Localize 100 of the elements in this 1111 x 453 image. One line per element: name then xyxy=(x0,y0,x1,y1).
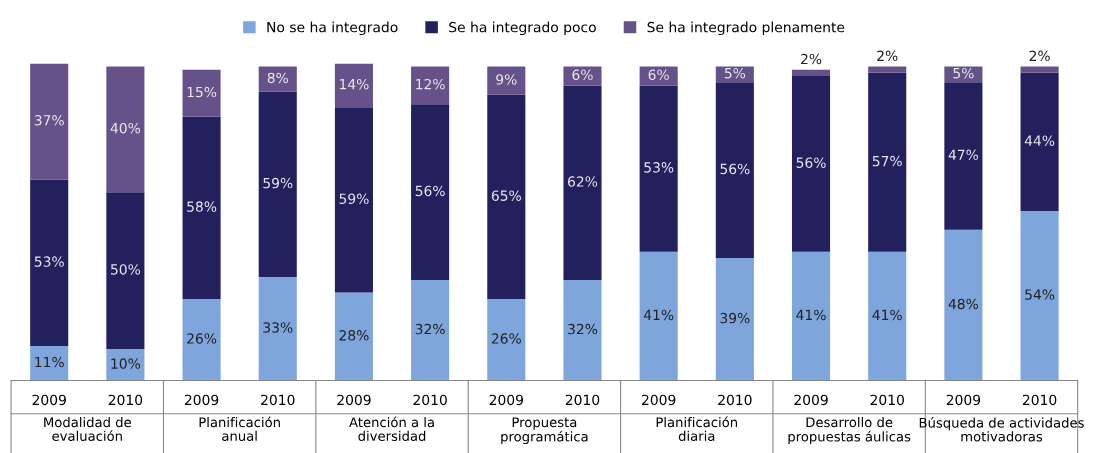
data-label: 26% xyxy=(491,333,521,344)
bar xyxy=(334,63,373,108)
data-label: 48% xyxy=(948,298,979,310)
bar xyxy=(487,298,526,381)
data-label: 41% xyxy=(872,309,902,321)
bar xyxy=(182,69,221,117)
bar xyxy=(791,75,831,252)
data-label: 41% xyxy=(643,309,674,321)
x-tick-label: 2010 xyxy=(413,394,447,406)
bar xyxy=(411,66,450,105)
bar xyxy=(411,104,450,281)
data-label: 53% xyxy=(34,256,64,267)
text: Propuesta programática xyxy=(501,417,588,445)
data-label: 6% xyxy=(572,69,593,81)
data-label: 9% xyxy=(496,74,517,85)
text: Atención a la diversidad xyxy=(349,416,434,441)
legend-label: No se ha integrado xyxy=(267,21,398,36)
bar xyxy=(30,179,69,346)
data-label: 57% xyxy=(872,155,902,167)
data-label: 56% xyxy=(796,157,826,168)
data-label: 32% xyxy=(568,323,598,335)
bar xyxy=(258,66,297,92)
bar xyxy=(106,66,145,193)
text: Planificación anual xyxy=(199,416,280,441)
data-label: 54% xyxy=(1025,289,1055,300)
bar xyxy=(487,66,526,95)
data-label: 59% xyxy=(263,177,293,189)
data-label: 2% xyxy=(801,53,822,65)
bar xyxy=(30,63,69,180)
x-tick-label: 2010 xyxy=(718,394,752,406)
bar xyxy=(563,85,602,281)
bar xyxy=(639,251,678,381)
bar xyxy=(106,349,145,381)
data-label: 58% xyxy=(187,201,217,212)
data-label: 50% xyxy=(111,264,141,275)
data-label: 59% xyxy=(339,193,369,205)
data-label: 44% xyxy=(1024,135,1055,146)
text: Modalidad de evaluación xyxy=(44,416,131,441)
data-label: 39% xyxy=(720,312,750,324)
bar xyxy=(1020,210,1059,381)
data-label: 5% xyxy=(953,67,974,79)
bar xyxy=(715,82,754,259)
bar xyxy=(106,192,145,350)
data-label: 6% xyxy=(648,69,669,81)
bar xyxy=(258,276,297,381)
x-tick-label: 2009 xyxy=(642,394,676,406)
data-label: 56% xyxy=(720,163,750,175)
x-tick-label: 2010 xyxy=(108,394,143,406)
bar xyxy=(334,107,373,293)
data-label: 11% xyxy=(35,356,64,368)
data-label: 40% xyxy=(110,122,141,134)
bar xyxy=(868,66,907,73)
x-tick-label: 2009 xyxy=(184,394,219,406)
data-label: 8% xyxy=(267,72,288,84)
text: Búsqueda de actividades motivadoras xyxy=(919,416,1084,442)
bar xyxy=(1020,72,1059,211)
bar xyxy=(411,280,450,381)
data-label: 26% xyxy=(187,333,217,344)
data-label: 12% xyxy=(416,78,445,90)
bar xyxy=(258,91,297,277)
data-label: 33% xyxy=(263,322,293,333)
bar xyxy=(334,292,373,381)
bar xyxy=(30,345,69,381)
data-label: 65% xyxy=(491,190,521,201)
x-tick-label: 2009 xyxy=(946,394,981,406)
bar xyxy=(563,280,602,381)
x-tick-label: 2009 xyxy=(32,394,66,406)
data-label: 32% xyxy=(415,323,445,335)
x-tick-label: 2009 xyxy=(794,394,828,406)
bar xyxy=(1020,66,1059,73)
bar xyxy=(182,116,221,299)
x-tick-label: 2010 xyxy=(1022,394,1057,406)
text: Planificación diaria xyxy=(656,416,738,441)
x-tick-label: 2009 xyxy=(337,394,371,406)
data-label: 5% xyxy=(724,67,746,79)
data-label: 47% xyxy=(948,149,979,161)
bar xyxy=(944,82,983,230)
bar xyxy=(944,229,983,381)
bar xyxy=(868,72,907,252)
x-tick-label: 2010 xyxy=(261,394,295,406)
data-label: 14% xyxy=(340,78,369,90)
data-label: 10% xyxy=(111,358,141,369)
bar xyxy=(791,251,831,381)
legend-label: Se ha integrado plenamente xyxy=(647,21,845,36)
bar xyxy=(715,258,754,381)
bar xyxy=(791,69,831,76)
data-label: 28% xyxy=(339,330,369,341)
data-label: 56% xyxy=(415,185,445,197)
data-label: 53% xyxy=(644,162,674,173)
data-label: 41% xyxy=(796,309,826,321)
bar xyxy=(639,85,678,252)
x-tick-label: 2010 xyxy=(870,394,904,406)
x-tick-label: 2009 xyxy=(489,394,523,406)
legend-label: Se ha integrado poco xyxy=(449,21,596,36)
bar xyxy=(868,251,907,381)
bar xyxy=(487,94,526,299)
text: Desarrollo de propuestas áulicas xyxy=(788,416,911,445)
data-label: 37% xyxy=(34,115,64,126)
bar xyxy=(182,298,221,381)
data-label: 15% xyxy=(187,86,217,98)
